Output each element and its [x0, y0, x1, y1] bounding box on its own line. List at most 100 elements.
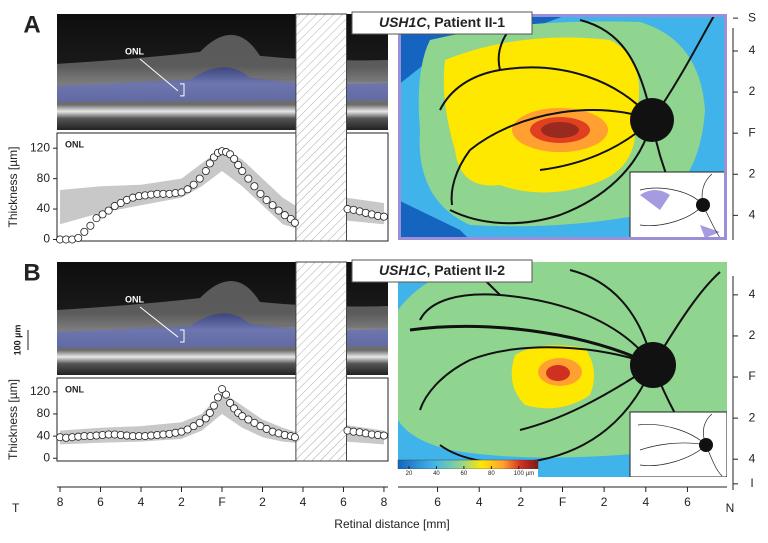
title-gene: USH1C: [379, 262, 427, 278]
x-tick-label: F: [218, 495, 225, 509]
x-tick-label: 4: [300, 495, 307, 509]
data-point: [262, 195, 271, 204]
map-x-tick-label: F: [559, 495, 566, 509]
oct-pointer: [139, 306, 185, 343]
data-point: [80, 227, 89, 236]
y-tick-label: 80: [37, 406, 51, 420]
map-y-tick-label: 4: [749, 287, 756, 301]
title-rest: , Patient II-1: [426, 14, 505, 30]
data-point: [201, 414, 210, 423]
map-y-tick-label: S: [748, 10, 756, 24]
data-point: [205, 159, 214, 168]
n-label: N: [726, 501, 735, 515]
map-x-tick-label: 4: [476, 495, 483, 509]
x-axis-label: Retinal distance [mm]: [334, 517, 449, 531]
y-tick-label: 120: [30, 140, 50, 154]
data-point: [189, 180, 198, 189]
title-gene: USH1C: [379, 14, 427, 30]
annotation: ONL: [65, 384, 85, 394]
data-point: [268, 201, 277, 210]
data-point: [183, 185, 192, 194]
data-point: [250, 418, 259, 427]
x-tick-label: 2: [259, 495, 266, 509]
scale-bar-label: 100 µm: [12, 325, 22, 356]
y-tick-label: 80: [37, 171, 51, 185]
title-box: [351, 259, 533, 283]
data-point: [195, 174, 204, 183]
data-point: [244, 415, 253, 424]
data-point: [92, 214, 101, 223]
data-point: [244, 174, 253, 183]
data-point: [183, 425, 192, 434]
thickness-map: [398, 14, 727, 240]
panel-title: USH1C, Patient II-2: [379, 262, 505, 278]
map-y-tick-label: 2: [749, 84, 756, 98]
map-y-tick-label: F: [748, 369, 755, 383]
y-axis-label: Thickness [µm]: [6, 379, 20, 460]
data-point: [250, 182, 259, 191]
data-point: [379, 212, 388, 221]
map-y-tick-label: 2: [749, 410, 756, 424]
colorbar-label: 40: [433, 471, 440, 477]
map-x-tick-label: 4: [642, 495, 649, 509]
y-tick-label: 40: [37, 201, 51, 215]
data-point: [189, 422, 198, 431]
data-point: [280, 211, 289, 220]
data-point: [74, 233, 83, 242]
data-point: [195, 418, 204, 427]
x-tick-label: 8: [57, 495, 64, 509]
y-tick-label: 0: [43, 232, 50, 246]
map-y-tick-label: 2: [749, 166, 756, 180]
map-y-tick-label: 4: [749, 43, 756, 57]
title-box: [351, 11, 533, 35]
data-point: [226, 398, 235, 407]
annotation: ONL: [65, 139, 85, 149]
data-point: [205, 408, 214, 417]
data-point: [230, 154, 239, 163]
colorbar-label: 20: [406, 471, 413, 477]
map-y-tick-label: 4: [749, 451, 756, 465]
map-y-tick-label: 4: [749, 208, 756, 222]
data-point: [379, 431, 388, 440]
data-point: [209, 401, 218, 410]
data-point: [290, 218, 299, 227]
x-tick-label: 2: [178, 495, 185, 509]
oct-pointer: [139, 58, 185, 97]
masked-region: [295, 13, 347, 242]
data-point: [274, 206, 283, 215]
colorbar: [397, 459, 539, 470]
y-tick-label: 40: [37, 428, 51, 442]
data-point: [104, 206, 113, 215]
masked-region: [295, 261, 347, 462]
panel-title: USH1C, Patient II-1: [379, 14, 505, 30]
data-point: [290, 433, 299, 442]
x-tick-label: 6: [340, 495, 347, 509]
colorbar-label: 100: [514, 471, 525, 477]
panel-letter: A: [23, 11, 40, 38]
thickness-map: [398, 262, 727, 477]
data-point: [213, 393, 222, 402]
x-tick-label: 6: [97, 495, 104, 509]
map-y-tick-label: 2: [749, 328, 756, 342]
y-tick-label: 120: [30, 384, 50, 398]
data-point: [217, 385, 226, 394]
colorbar-label: 80: [488, 471, 495, 477]
map-y-tick-label: F: [748, 125, 755, 139]
y-tick-label: 0: [43, 450, 50, 464]
x-tick-label: 4: [138, 495, 145, 509]
x-tick-label: 8: [381, 495, 388, 509]
colorbar-label: 60: [461, 471, 468, 477]
data-point: [238, 412, 247, 421]
oct-label: ONL: [125, 46, 145, 56]
t-label: T: [12, 501, 20, 515]
data-point: [256, 189, 265, 198]
map-x-tick-label: 2: [518, 495, 525, 509]
y-axis-label: Thickness [µm]: [6, 147, 20, 228]
data-point: [222, 390, 231, 399]
data-point: [201, 167, 210, 176]
oct-label: ONL: [125, 294, 145, 304]
map-x-tick-label: 6: [684, 495, 691, 509]
panel-letter: B: [23, 259, 40, 286]
data-point: [86, 221, 95, 230]
